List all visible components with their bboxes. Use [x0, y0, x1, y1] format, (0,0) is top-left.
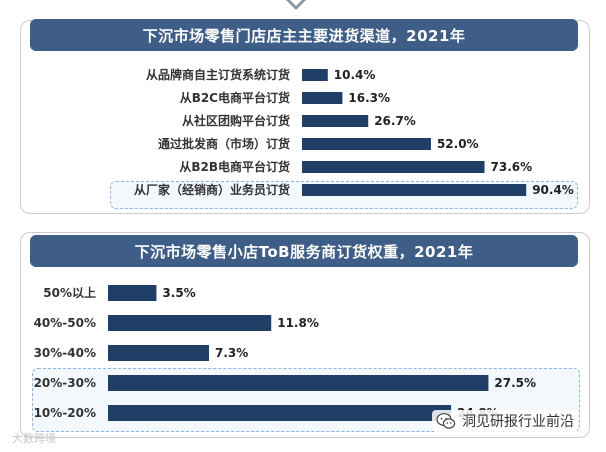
wechat-icon	[436, 413, 456, 429]
bar	[302, 69, 328, 81]
value-label: 27.5%	[494, 376, 536, 390]
chart-title-bottom: 下沉市场零售小店ToB服务商订货权重，2021年	[30, 235, 578, 267]
category-label: 从B2B电商平台订货	[179, 159, 290, 174]
category-label: 从社区团购平台订货	[182, 113, 290, 128]
bar	[302, 184, 527, 196]
category-label: 40%-50%	[34, 316, 96, 330]
watermark-right: 洞见研报行业前沿	[432, 410, 578, 432]
category-label: 通过批发商（市场）订货	[158, 136, 290, 151]
category-label: 50%以上	[43, 285, 96, 300]
watermark-right-text: 洞见研报行业前沿	[462, 414, 574, 430]
chart-bottom-bars: 50%以上 3.5% 40%-50% 11.8% 30%-40% 7.3% 20%-30% 2…	[34, 285, 536, 421]
bar	[302, 115, 369, 127]
bar	[108, 405, 452, 421]
category-label: 从厂家（经销商）业务员订货	[134, 182, 290, 197]
category-label: 从品牌商自主订货系统订货	[146, 67, 290, 82]
chart-top-bars: 从品牌商自主订货系统订货 10.4% 从B2C电商平台订货 16.3% 从社区团购平台订…	[134, 67, 574, 197]
value-label: 73.6%	[491, 160, 533, 174]
category-label: 30%-40%	[34, 346, 96, 360]
chart-title-top: 下沉市场零售门店店主主要进货渠道，2021年	[30, 19, 578, 51]
bar	[302, 138, 431, 150]
watermark-left: 大数跨境	[12, 432, 56, 445]
value-label: 16.3%	[348, 91, 390, 105]
bar	[108, 375, 489, 391]
bar	[108, 315, 272, 331]
value-label: 10.4%	[334, 68, 376, 82]
bar	[302, 92, 343, 104]
value-label: 3.5%	[162, 286, 195, 300]
bar	[302, 161, 485, 173]
category-label: 从B2C电商平台订货	[180, 90, 290, 105]
bar	[108, 345, 209, 361]
value-label: 90.4%	[532, 183, 574, 197]
value-label: 11.8%	[277, 316, 319, 330]
category-label: 20%-30%	[34, 376, 96, 390]
value-label: 52.0%	[437, 137, 479, 151]
top-notch-arrow-inner	[290, 0, 302, 6]
bar	[108, 285, 157, 301]
category-label: 10%-20%	[34, 406, 96, 420]
value-label: 26.7%	[374, 114, 416, 128]
value-label: 7.3%	[215, 346, 248, 360]
